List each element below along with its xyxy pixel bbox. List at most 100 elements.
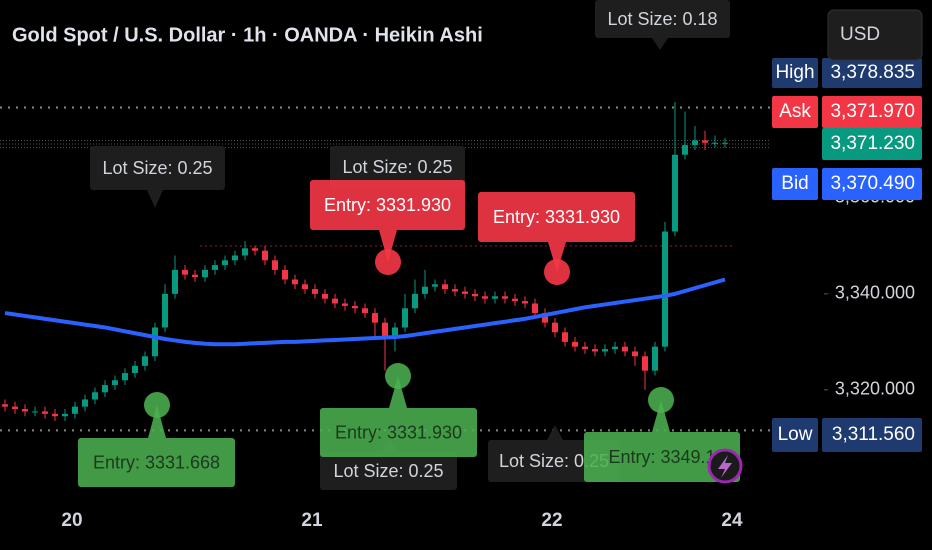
candle-body bbox=[182, 269, 188, 275]
moving-average-line bbox=[4, 277, 726, 347]
candle-body bbox=[492, 296, 498, 299]
currency-button[interactable] bbox=[827, 9, 923, 61]
price-name: Bid bbox=[781, 173, 808, 194]
price-value: 3,378.835 bbox=[830, 62, 915, 83]
price-name-box bbox=[772, 418, 818, 452]
entry-dot bbox=[385, 363, 411, 389]
candle-body bbox=[612, 346, 618, 350]
price-name-box bbox=[772, 96, 818, 128]
tooltip-pointer bbox=[652, 38, 668, 50]
entry-dot bbox=[648, 387, 674, 413]
tooltip-box bbox=[595, 0, 730, 38]
price-value: 3,371.970 bbox=[830, 101, 915, 122]
price-value-box bbox=[822, 128, 922, 160]
candle-body bbox=[632, 351, 638, 357]
candle-body bbox=[592, 349, 598, 352]
y-tick-label: 3,340.000 bbox=[835, 283, 915, 303]
candle-body bbox=[692, 140, 698, 146]
chart-title: Gold Spot / U.S. Dollar · 1h · OANDA · H… bbox=[12, 24, 483, 46]
sell-text: Entry: 3331.930 bbox=[493, 207, 620, 227]
buy-box bbox=[78, 438, 235, 487]
candle-body bbox=[422, 286, 428, 294]
tooltip-box bbox=[330, 146, 465, 188]
price-value-box bbox=[822, 96, 922, 128]
candle-body bbox=[682, 145, 688, 155]
tooltip-pointer bbox=[147, 190, 163, 208]
candle-body bbox=[92, 392, 98, 400]
candle-body bbox=[412, 293, 418, 309]
candle-body bbox=[342, 303, 348, 306]
candle-body bbox=[362, 308, 368, 314]
candle-body bbox=[42, 411, 48, 414]
candle-body bbox=[32, 411, 38, 413]
candle-body bbox=[242, 248, 248, 256]
price-value-box bbox=[822, 418, 922, 452]
buy-text: Entry: 3331.930 bbox=[335, 422, 462, 442]
candle-body bbox=[372, 313, 378, 323]
candle-body bbox=[112, 380, 118, 386]
tooltip-box bbox=[320, 452, 457, 490]
tooltip-pointer bbox=[547, 425, 563, 440]
candle-body bbox=[562, 332, 568, 342]
candle-body bbox=[232, 255, 238, 261]
entry-pointer bbox=[389, 376, 407, 408]
candle-body bbox=[22, 409, 28, 412]
candle-body bbox=[332, 298, 338, 304]
candle-body bbox=[192, 274, 198, 278]
buy-box bbox=[584, 432, 740, 482]
candle-body bbox=[142, 356, 148, 366]
currency-label[interactable]: USD bbox=[840, 24, 880, 45]
candle-body bbox=[302, 284, 308, 290]
entry-dot bbox=[144, 392, 170, 418]
candle-body bbox=[322, 293, 328, 299]
price-value-box bbox=[822, 58, 922, 88]
candle-body bbox=[102, 385, 108, 393]
candle-body bbox=[212, 265, 218, 270]
candle-body bbox=[2, 404, 8, 407]
candle-body bbox=[152, 327, 158, 357]
x-tick-label: 22 bbox=[541, 510, 562, 531]
candle-body bbox=[432, 284, 438, 287]
candle-body bbox=[122, 373, 128, 381]
candle-body bbox=[62, 413, 68, 417]
candle-body bbox=[672, 154, 678, 232]
candle-body bbox=[462, 291, 468, 294]
entry-pointer bbox=[548, 242, 566, 272]
tooltip-text: Lot Size: 0.25 bbox=[333, 461, 443, 481]
entry-pointer bbox=[379, 230, 397, 262]
candle-body bbox=[352, 305, 358, 309]
candle-body bbox=[522, 301, 528, 304]
candle-body bbox=[722, 142, 728, 144]
candle-body bbox=[382, 322, 388, 338]
x-tick-label: 21 bbox=[301, 510, 323, 531]
buy-box bbox=[320, 408, 477, 457]
candle-body bbox=[52, 413, 58, 417]
candle-body bbox=[582, 346, 588, 350]
x-tick-label: 20 bbox=[61, 510, 82, 531]
candle-body bbox=[472, 293, 478, 297]
sell-text: Entry: 3331.930 bbox=[324, 195, 451, 215]
candle-body bbox=[282, 269, 288, 280]
candle-body bbox=[512, 298, 518, 302]
candle-body bbox=[502, 296, 508, 299]
candle-body bbox=[482, 296, 488, 299]
buy-text: Entry: 3349.1 bbox=[608, 447, 715, 467]
x-tick-label: 24 bbox=[721, 510, 743, 531]
entry-pointer bbox=[148, 405, 166, 438]
candle-body bbox=[702, 140, 708, 143]
candle-body bbox=[252, 248, 258, 251]
price-value: 3,370.490 bbox=[830, 173, 915, 194]
candle-body bbox=[542, 313, 548, 323]
candle-body bbox=[602, 349, 608, 352]
entry-dot bbox=[544, 259, 570, 285]
price-value: 3,311.560 bbox=[832, 424, 915, 445]
candle-body bbox=[392, 327, 398, 338]
sell-box bbox=[310, 180, 465, 230]
candle-body bbox=[572, 341, 578, 347]
candle-body bbox=[402, 308, 408, 328]
candle-body bbox=[642, 356, 648, 371]
lightning-icon[interactable] bbox=[707, 448, 743, 484]
candle-body bbox=[202, 269, 208, 278]
